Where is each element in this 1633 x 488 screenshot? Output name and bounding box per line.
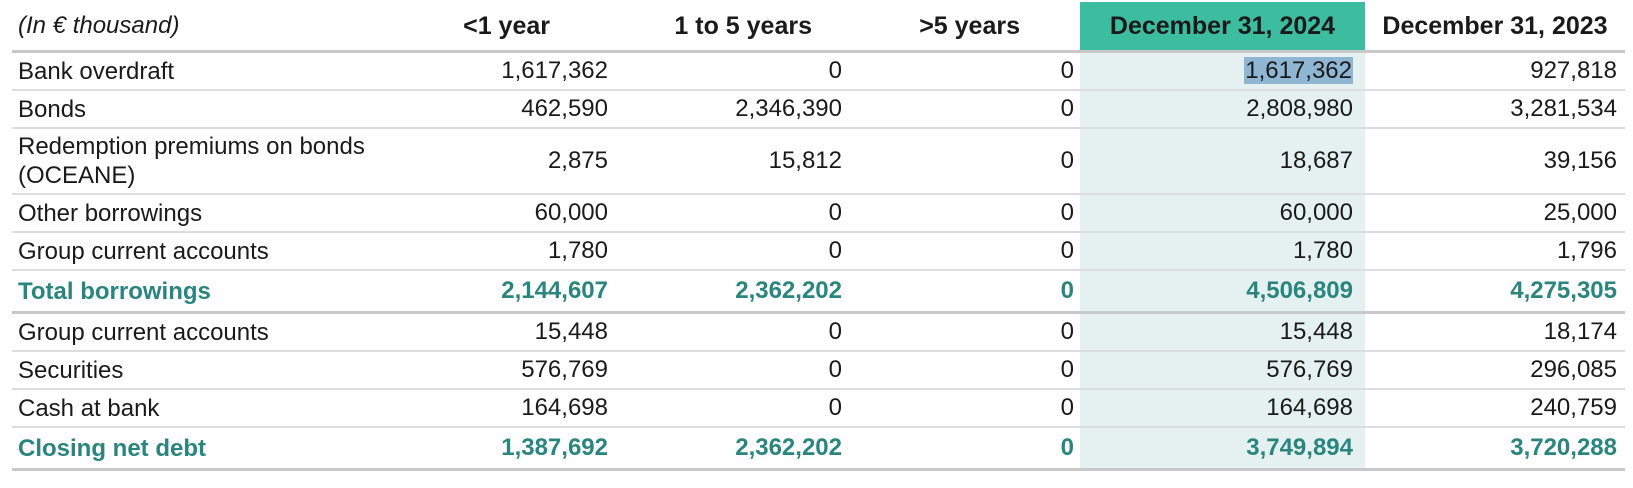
cell-1to5: 15,812 [614, 128, 848, 195]
cell-lt1: 1,387,692 [392, 427, 614, 471]
cell-dec2023: 3,281,534 [1365, 90, 1625, 129]
cell-1to5: 2,346,390 [614, 90, 848, 129]
cell-lt1: 2,144,607 [392, 270, 614, 314]
row-label: Redemption premiums on bonds (OCEANE) [12, 128, 392, 195]
row-label: Cash at bank [12, 389, 392, 428]
cell-lt1: 164,698 [392, 389, 614, 428]
table-row: Other borrowings 60,000 0 0 60,000 25,00… [12, 194, 1625, 233]
cell-lt1: 1,780 [392, 232, 614, 271]
cell-gt5: 0 [848, 51, 1080, 91]
cell-dec2024: 18,687 [1080, 128, 1365, 195]
header-december-2024: December 31, 2024 [1080, 2, 1365, 53]
cell-dec2023: 4,275,305 [1365, 270, 1625, 314]
row-label: Closing net debt [12, 427, 392, 471]
cell-dec2023: 3,720,288 [1365, 427, 1625, 471]
cell-dec2024[interactable]: 1,617,362 [1080, 51, 1365, 91]
cell-dec2023: 240,759 [1365, 389, 1625, 428]
cell-dec2024: 1,780 [1080, 232, 1365, 271]
cell-dec2024: 4,506,809 [1080, 270, 1365, 314]
cell-lt1: 2,875 [392, 128, 614, 195]
cell-1to5: 0 [614, 312, 848, 352]
row-label: Bank overdraft [12, 51, 392, 91]
cell-dec2023: 1,796 [1365, 232, 1625, 271]
cell-gt5: 0 [848, 351, 1080, 390]
cell-lt1: 1,617,362 [392, 51, 614, 91]
cell-lt1: 576,769 [392, 351, 614, 390]
cell-dec2023: 296,085 [1365, 351, 1625, 390]
cell-dec2024: 164,698 [1080, 389, 1365, 428]
cell-dec2024: 60,000 [1080, 194, 1365, 233]
selected-text[interactable]: 1,617,362 [1244, 57, 1353, 84]
table-row: Bonds 462,590 2,346,390 0 2,808,980 3,28… [12, 90, 1625, 129]
total-row: Total borrowings 2,144,607 2,362,202 0 4… [12, 270, 1625, 314]
cell-1to5: 0 [614, 51, 848, 91]
cell-lt1: 462,590 [392, 90, 614, 129]
net-debt-table: (In € thousand) <1 year 1 to 5 years >5 … [12, 2, 1625, 471]
header-unit-label: (In € thousand) [12, 2, 392, 53]
cell-1to5: 2,362,202 [614, 427, 848, 471]
cell-dec2024: 3,749,894 [1080, 427, 1365, 471]
row-label: Total borrowings [12, 270, 392, 314]
row-label: Group current accounts [12, 232, 392, 271]
cell-1to5: 0 [614, 389, 848, 428]
row-label: Group current accounts [12, 312, 392, 352]
cell-gt5: 0 [848, 312, 1080, 352]
table-row: Cash at bank 164,698 0 0 164,698 240,759 [12, 389, 1625, 428]
table-row: Group current accounts 15,448 0 0 15,448… [12, 312, 1625, 352]
cell-gt5: 0 [848, 232, 1080, 271]
cell-dec2023: 927,818 [1365, 51, 1625, 91]
cell-1to5: 0 [614, 351, 848, 390]
table-row: Redemption premiums on bonds (OCEANE) 2,… [12, 128, 1625, 195]
cell-dec2023: 25,000 [1365, 194, 1625, 233]
cell-gt5: 0 [848, 427, 1080, 471]
cell-1to5: 0 [614, 194, 848, 233]
table-row: Securities 576,769 0 0 576,769 296,085 [12, 351, 1625, 390]
total-row: Closing net debt 1,387,692 2,362,202 0 3… [12, 427, 1625, 471]
cell-gt5: 0 [848, 128, 1080, 195]
header-lt1-year: <1 year [392, 2, 614, 53]
cell-dec2024: 15,448 [1080, 312, 1365, 352]
row-label: Bonds [12, 90, 392, 129]
header-gt5-years: >5 years [848, 2, 1080, 53]
cell-1to5: 0 [614, 232, 848, 271]
cell-dec2023: 18,174 [1365, 312, 1625, 352]
cell-dec2023: 39,156 [1365, 128, 1625, 195]
cell-gt5: 0 [848, 194, 1080, 233]
table-row: Group current accounts 1,780 0 0 1,780 1… [12, 232, 1625, 271]
cell-1to5: 2,362,202 [614, 270, 848, 314]
header-row: (In € thousand) <1 year 1 to 5 years >5 … [12, 2, 1625, 53]
cell-gt5: 0 [848, 270, 1080, 314]
cell-dec2024: 576,769 [1080, 351, 1365, 390]
cell-lt1: 15,448 [392, 312, 614, 352]
header-december-2023: December 31, 2023 [1365, 2, 1625, 53]
row-label: Other borrowings [12, 194, 392, 233]
header-1-to-5-years: 1 to 5 years [614, 2, 848, 53]
cell-lt1: 60,000 [392, 194, 614, 233]
cell-dec2024: 2,808,980 [1080, 90, 1365, 129]
table-row: Bank overdraft 1,617,362 0 0 1,617,362 9… [12, 51, 1625, 91]
cell-gt5: 0 [848, 389, 1080, 428]
cell-gt5: 0 [848, 90, 1080, 129]
row-label: Securities [12, 351, 392, 390]
